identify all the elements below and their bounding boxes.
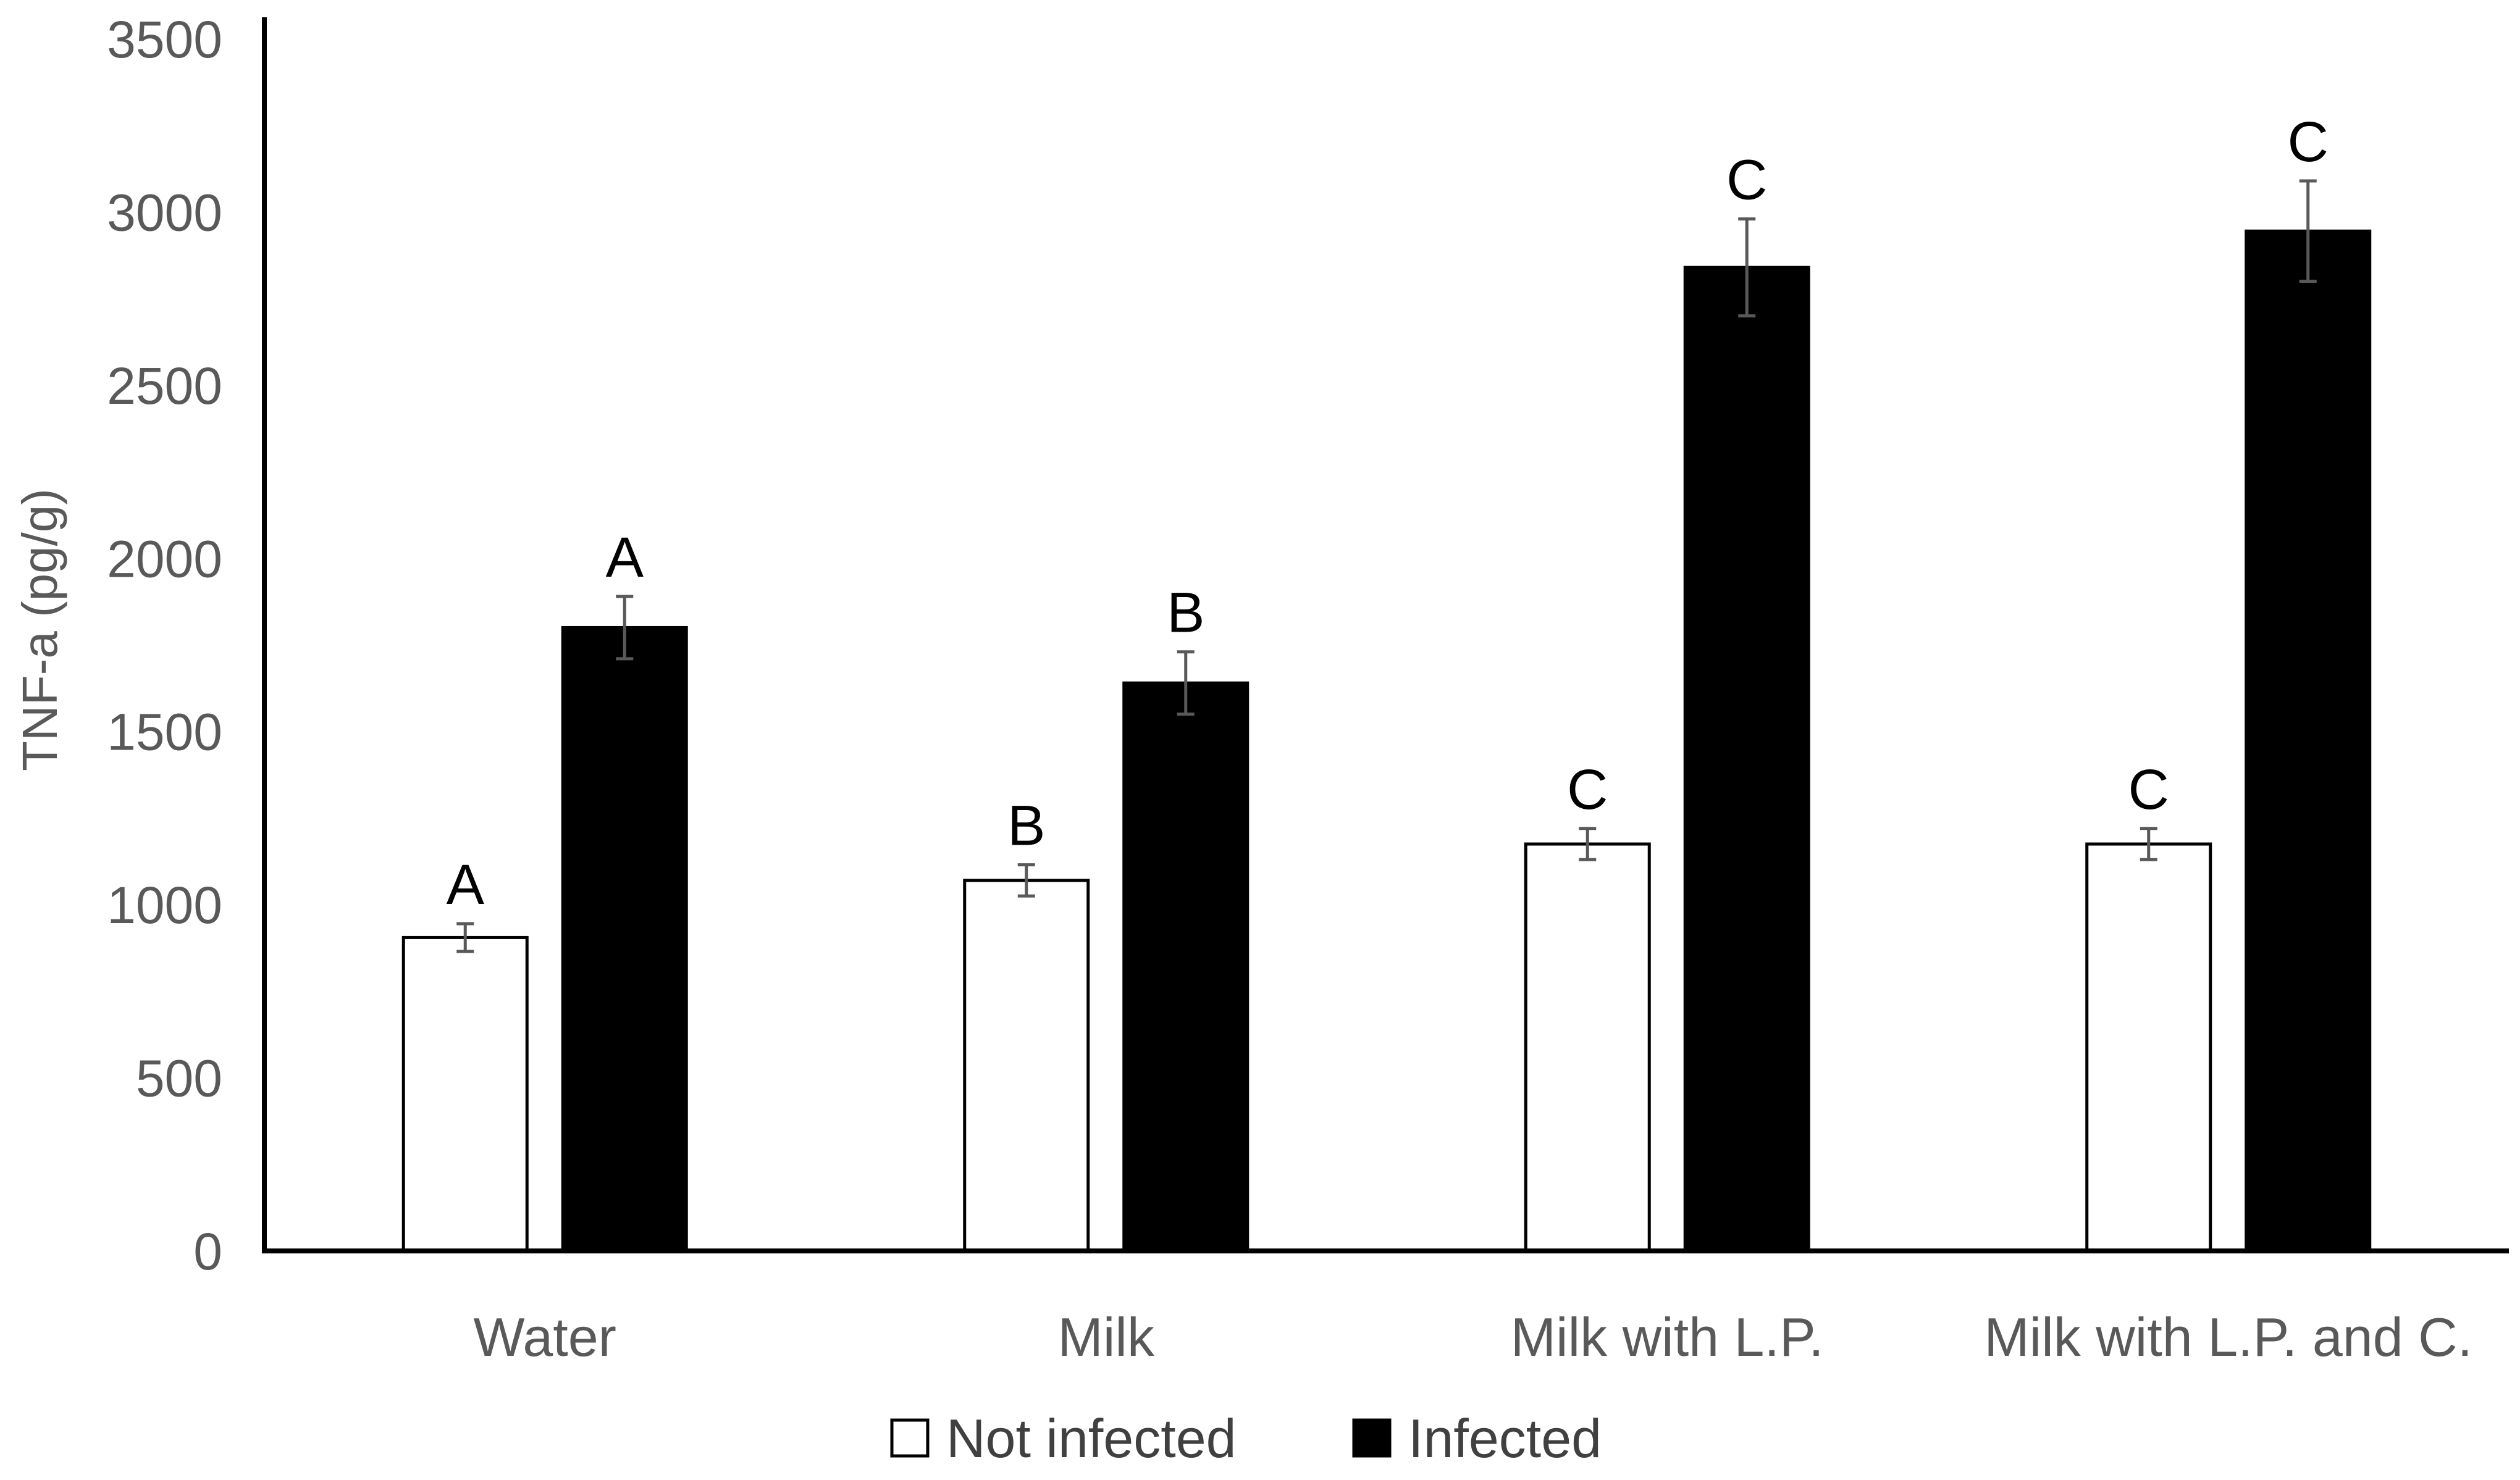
bar-infected: [2245, 229, 2372, 1253]
y-tick-label: 2500: [107, 357, 222, 415]
y-axis-title: TNF-a (pg/g): [12, 488, 67, 771]
legend: Not infected Infected: [890, 1408, 1602, 1469]
significance-letters: A A B B C C C C: [447, 111, 2329, 916]
y-axis-ticks: 0 500 1000 1500 2000 2500 3000 3500: [107, 10, 222, 1281]
x-axis-categories: Water Milk Milk with L.P. Milk with L.P. an…: [474, 1306, 2473, 1368]
x-category-label: Water: [474, 1306, 616, 1368]
error-bar: [456, 922, 474, 953]
y-tick-label: 2000: [107, 530, 222, 588]
significance-letter: C: [2128, 758, 2169, 821]
error-bar: [2299, 179, 2317, 283]
y-tick-label: 3000: [107, 183, 222, 241]
significance-letter: C: [1567, 758, 1608, 821]
bar-infected: [1683, 265, 1810, 1253]
y-tick-label: 500: [136, 1050, 222, 1108]
bar-infected: [561, 625, 688, 1253]
y-tick-label: 3500: [107, 10, 222, 69]
y-tick-label: 1000: [107, 876, 222, 934]
significance-letter: B: [1007, 795, 1045, 858]
significance-letter: C: [2288, 111, 2329, 174]
x-category-label: Milk with L.P. and C.: [1984, 1306, 2472, 1368]
bar-not-infected: [963, 879, 1090, 1253]
x-category-label: Milk: [1058, 1306, 1155, 1368]
bar-infected: [1122, 681, 1250, 1253]
x-category-label: Milk with L.P.: [1511, 1306, 1824, 1368]
legend-label-infected: Infected: [1408, 1408, 1602, 1469]
error-bar: [1177, 650, 1195, 716]
significance-letter: A: [606, 526, 644, 589]
significance-letter: B: [1167, 582, 1204, 645]
error-bar: [1738, 217, 1756, 318]
legend-label-not-infected: Not infected: [946, 1408, 1237, 1469]
error-bar: [2140, 827, 2157, 861]
legend-swatch-infected: [1352, 1418, 1392, 1458]
error-bar: [1579, 827, 1597, 861]
significance-letter: A: [447, 853, 485, 916]
bar-not-infected: [401, 935, 529, 1253]
y-tick-label: 1500: [107, 703, 222, 761]
error-bar: [616, 595, 634, 661]
error-bars: [456, 179, 2317, 953]
y-tick-label: 0: [193, 1223, 222, 1281]
legend-swatch-not-infected: [890, 1418, 930, 1458]
bars: [401, 229, 2372, 1253]
bar-not-infected: [2085, 842, 2212, 1253]
error-bar: [1017, 863, 1035, 898]
significance-letter: C: [1726, 149, 1767, 212]
bar-not-infected: [1524, 842, 1651, 1253]
